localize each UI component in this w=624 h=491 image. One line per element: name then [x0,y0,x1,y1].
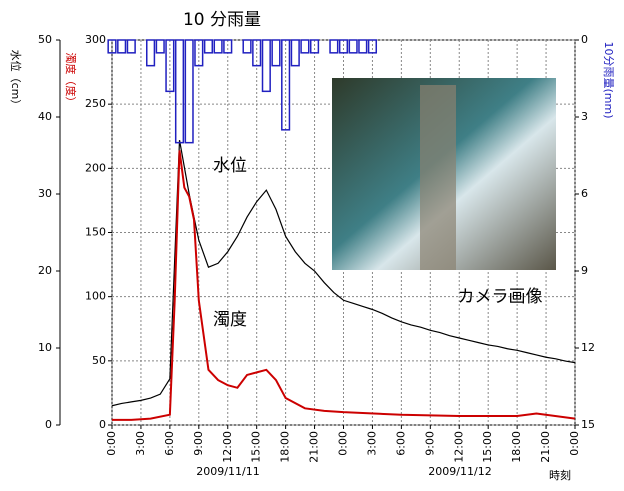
y-tick-label: 20 [38,264,52,277]
x-tick-label: 12:00 [452,431,465,463]
x-tick-label: 9:00 [192,431,205,456]
y3-axis-label: 10分雨量(mm) [602,41,615,118]
camera-annotation: カメラ画像 [458,287,543,307]
date-label: 2009/11/11 [196,465,259,478]
y3-tick-label: 0 [581,33,588,46]
x-tick-label: 15:00 [481,431,494,463]
x-tick-label: 12:00 [221,431,234,463]
y-tick-label: 40 [38,110,52,123]
y2-tick-label: 250 [85,97,106,110]
x-tick-label: 6:00 [163,431,176,456]
x-tick-label: 0:00 [105,431,118,456]
water-annotation: 水位 [213,156,247,176]
x-tick-label: 18:00 [510,431,523,463]
y3-tick-label: 6 [581,187,588,200]
x-tick-label: 3:00 [365,431,378,456]
y2-tick-label: 150 [85,226,106,239]
y3-tick-label: 3 [581,110,588,123]
chart: 01020304050050100150200250300036912150:0… [0,0,624,487]
x-tick-label: 0:00 [568,431,581,456]
x-tick-label: 6:00 [394,431,407,456]
x-tick-label: 3:00 [134,431,147,456]
x-tick-label: 21:00 [308,431,321,463]
camera-structure [420,85,456,270]
rain-annotation: 10 分雨量 [183,10,261,30]
y2-tick-label: 100 [85,290,106,303]
x-tick-label: 18:00 [279,431,292,463]
y2-tick-label: 50 [92,354,106,367]
y-tick-label: 30 [38,187,52,200]
y3-tick-label: 15 [581,418,595,431]
y2-tick-label: 200 [85,161,106,174]
turbidity-annotation: 濁度 [213,310,247,330]
y3-tick-label: 12 [581,341,595,354]
y-tick-label: 0 [45,418,52,431]
x-tick-label: 9:00 [423,431,436,456]
x-tick-label: 15:00 [250,431,263,463]
y-axis-label: 水位（cm） [9,50,23,111]
y2-axis-label: 濁度（度） [64,53,78,108]
date-label: 2009/11/12 [428,465,491,478]
y2-tick-label: 300 [85,33,106,46]
x-tick-label: 0:00 [337,431,350,456]
y3-tick-label: 9 [581,264,588,277]
y-tick-label: 10 [38,341,52,354]
x-axis-label: 時刻 [549,468,571,482]
x-tick-label: 21:00 [539,431,552,463]
y-tick-label: 50 [38,33,52,46]
y2-tick-label: 0 [99,418,106,431]
